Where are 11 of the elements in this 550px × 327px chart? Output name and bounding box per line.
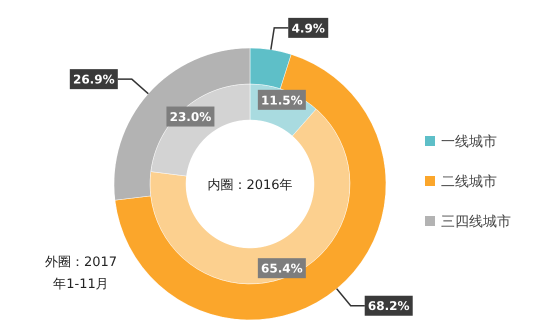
data-label: 68.2% [368,299,410,314]
legend-label: 二线城市 [441,174,497,190]
data-label: 26.9% [72,72,115,87]
text: 外圈：2017年1-11月 [44,254,118,294]
data-label: 23.0% [170,110,212,124]
data-label: 4.9% [292,21,325,36]
data-label: 11.5% [261,93,303,108]
legend-label: 一线城市 [441,134,497,150]
text: 内圈：2016年 [207,178,293,193]
data-label: 65.4% [261,262,303,276]
legend-label: 三四线城市 [441,214,511,230]
